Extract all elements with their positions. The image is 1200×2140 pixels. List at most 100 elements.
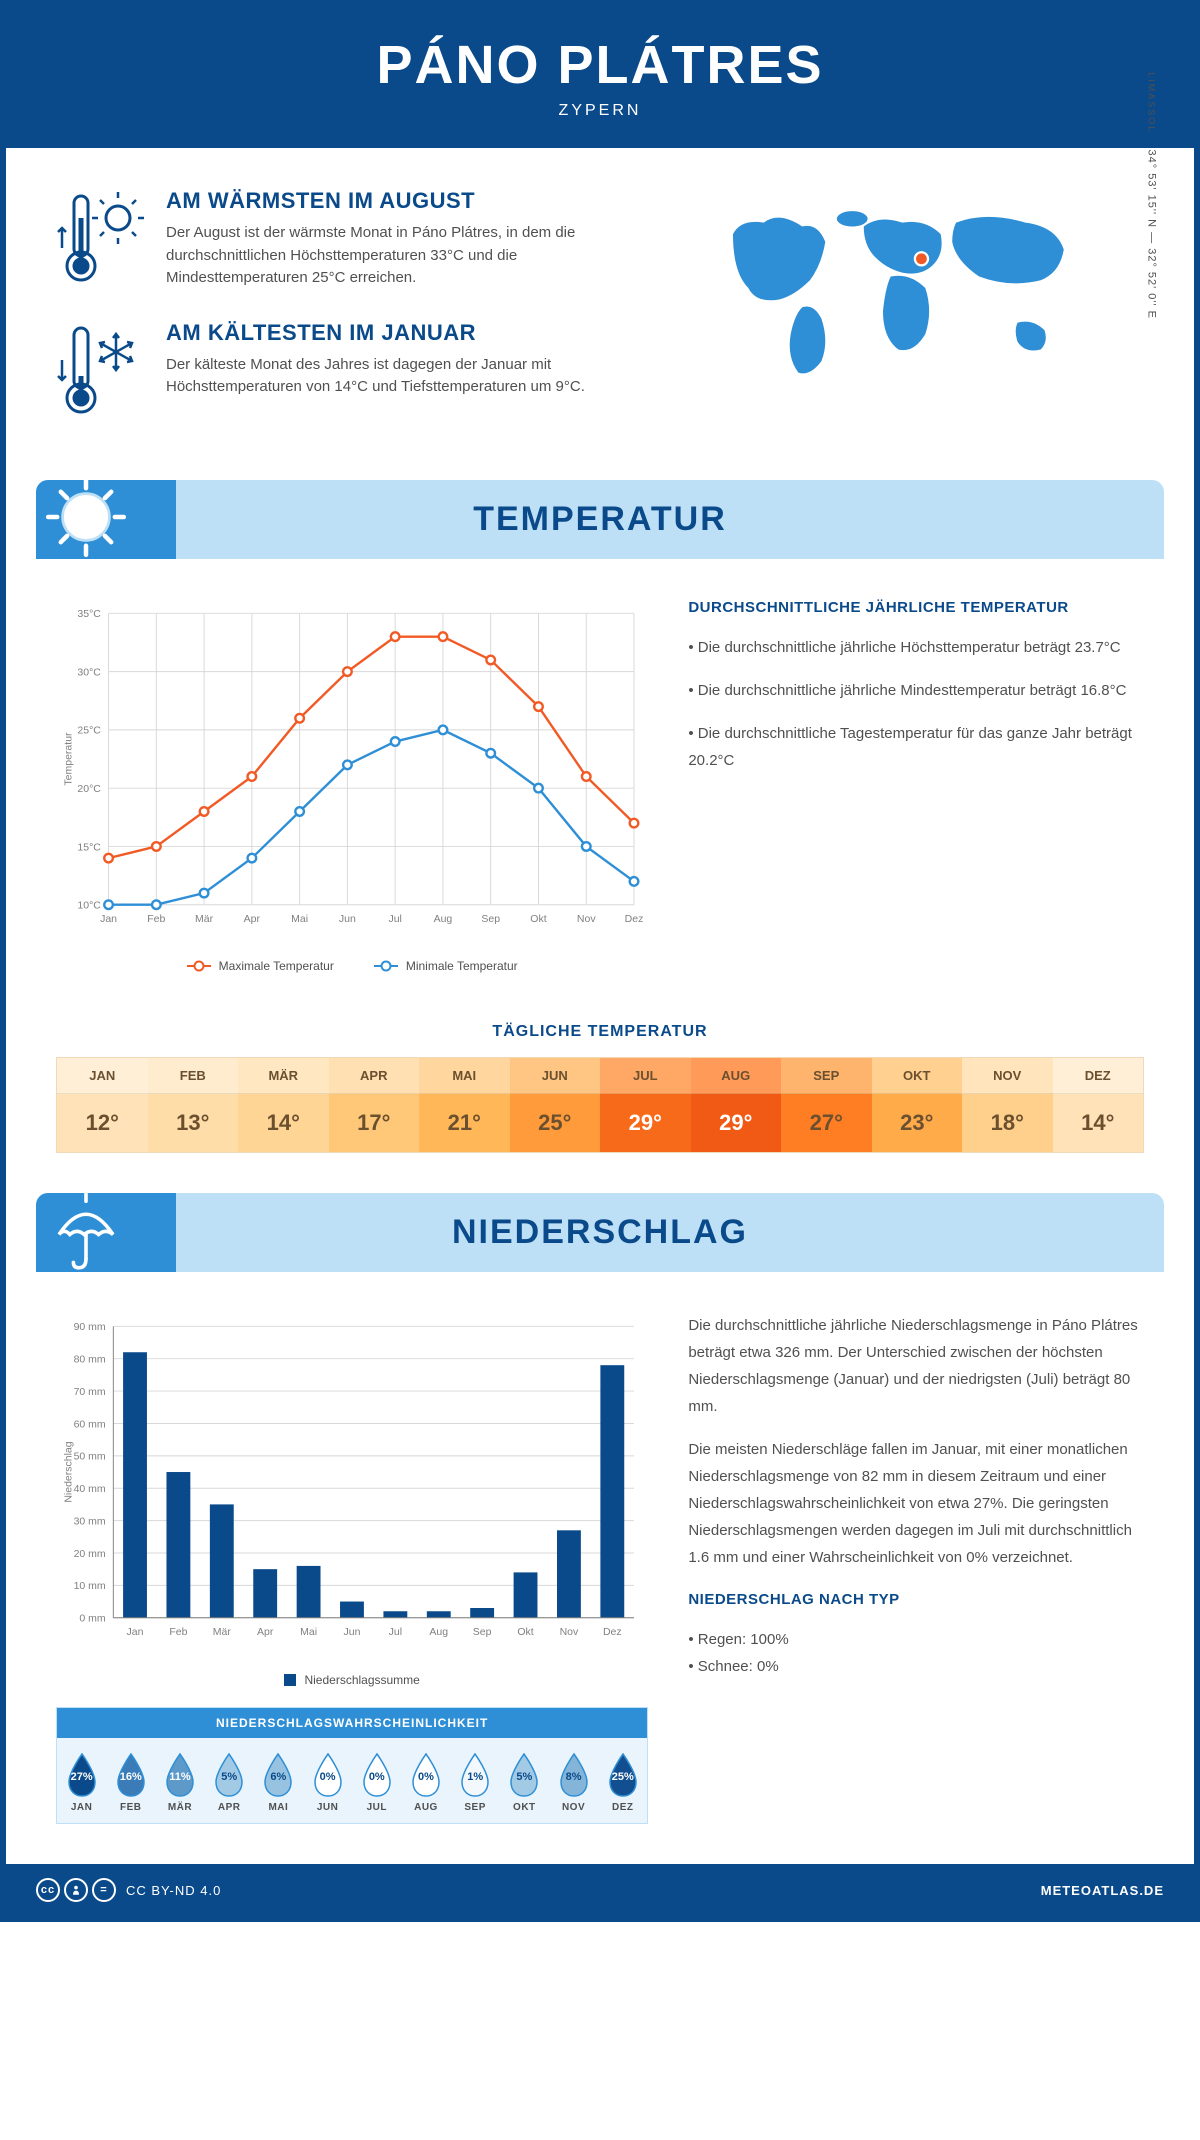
daily-temp-title: TÄGLICHE TEMPERATUR	[6, 1023, 1194, 1041]
svg-text:Jul: Jul	[389, 1626, 402, 1638]
svg-text:80 mm: 80 mm	[74, 1354, 106, 1366]
svg-text:Feb: Feb	[147, 912, 165, 924]
svg-text:35°C: 35°C	[77, 608, 101, 620]
temp-cell: FEB 13°	[148, 1058, 239, 1152]
drop-cell: 5% OKT	[500, 1738, 549, 1823]
svg-text:Mär: Mär	[195, 912, 214, 924]
temp-info-bullets: • Die durchschnittliche jährliche Höchst…	[688, 634, 1144, 774]
svg-text:Feb: Feb	[169, 1626, 187, 1638]
precip-type-title: NIEDERSCHLAG NACH TYP	[688, 1591, 1144, 1608]
svg-text:Jun: Jun	[344, 1626, 361, 1638]
precip-probability-box: NIEDERSCHLAGSWAHRSCHEINLICHKEIT 27% JAN …	[56, 1707, 648, 1824]
drop-cell: 0% JUL	[352, 1738, 401, 1823]
svg-text:Mai: Mai	[291, 912, 308, 924]
sun-icon	[41, 480, 131, 559]
temp-info-title: DURCHSCHNITTLICHE JÄHRLICHE TEMPERATUR	[688, 599, 1144, 616]
svg-text:60 mm: 60 mm	[74, 1419, 106, 1431]
warmest-block: AM WÄRMSTEN IM AUGUST Der August ist der…	[56, 188, 605, 290]
drop-cell: 16% FEB	[106, 1738, 155, 1823]
temp-cell: JAN 12°	[57, 1058, 148, 1152]
precip-type-bullets: • Regen: 100%• Schnee: 0%	[688, 1626, 1144, 1680]
world-map	[645, 188, 1144, 388]
coldest-block: AM KÄLTESTEN IM JANUAR Der kälteste Mona…	[56, 320, 605, 420]
precipitation-chart: 0 mm 10 mm 20 mm 30 mm 40 mm 50 mm 60 mm 70 mm 8…	[56, 1312, 648, 1656]
thermometer-cold-icon	[56, 320, 146, 420]
temp-cell: SEP 27°	[781, 1058, 872, 1152]
daily-temp-grid: JAN 12° FEB 13° MÄR 14° APR 17° MAI 21° …	[56, 1057, 1144, 1153]
svg-text:20 mm: 20 mm	[74, 1548, 106, 1560]
umbrella-icon	[41, 1193, 131, 1272]
svg-text:10°C: 10°C	[77, 899, 101, 911]
svg-text:Jun: Jun	[339, 912, 356, 924]
drop-cell: 27% JAN	[57, 1738, 106, 1823]
svg-text:50 mm: 50 mm	[74, 1451, 106, 1463]
coldest-text: Der kälteste Monat des Jahres ist dagege…	[166, 354, 605, 399]
page-title: PÁNO PLÁTRES	[26, 34, 1174, 96]
temp-cell: MAI 21°	[419, 1058, 510, 1152]
svg-text:Apr: Apr	[244, 912, 261, 924]
svg-text:25°C: 25°C	[77, 724, 101, 736]
temperature-chart: 10°C 15°C 20°C 25°C 30°C 35°C Jan Feb Mär Apr Mai J…	[56, 599, 648, 974]
temp-cell: OKT 23°	[872, 1058, 963, 1152]
license-text: CC BY-ND 4.0	[126, 1883, 221, 1898]
svg-text:90 mm: 90 mm	[74, 1322, 106, 1334]
svg-text:Nov: Nov	[560, 1626, 579, 1638]
svg-text:30°C: 30°C	[77, 666, 101, 678]
precip-section-header: NIEDERSCHLAG	[36, 1193, 1164, 1272]
svg-text:Niederschlag: Niederschlag	[62, 1442, 74, 1503]
svg-text:10 mm: 10 mm	[74, 1581, 106, 1593]
temp-cell: JUN 25°	[510, 1058, 601, 1152]
svg-text:0 mm: 0 mm	[79, 1613, 106, 1625]
svg-text:20°C: 20°C	[77, 782, 101, 794]
svg-text:Aug: Aug	[434, 912, 453, 924]
svg-text:70 mm: 70 mm	[74, 1386, 106, 1398]
svg-text:40 mm: 40 mm	[74, 1483, 106, 1495]
drop-cell: 0% AUG	[401, 1738, 450, 1823]
svg-text:Nov: Nov	[577, 912, 596, 924]
drop-cell: 0% JUN	[303, 1738, 352, 1823]
precip-info-text: Die durchschnittliche jährliche Niedersc…	[688, 1312, 1144, 1571]
warmest-text: Der August ist der wärmste Monat in Páno…	[166, 222, 605, 290]
svg-text:30 mm: 30 mm	[74, 1516, 106, 1528]
legend-max: Maximale Temperatur	[187, 959, 334, 973]
svg-text:Apr: Apr	[257, 1626, 274, 1638]
header: PÁNO PLÁTRES ZYPERN	[6, 6, 1194, 148]
temp-cell: DEZ 14°	[1053, 1058, 1144, 1152]
legend-precip: Niederschlagssumme	[284, 1673, 419, 1687]
svg-text:Dez: Dez	[603, 1626, 622, 1638]
legend-min: Minimale Temperatur	[374, 959, 518, 973]
footer: cc = CC BY-ND 4.0 METEOATLAS.DE	[6, 1864, 1194, 1916]
svg-text:Aug: Aug	[429, 1626, 448, 1638]
svg-text:Jan: Jan	[127, 1626, 144, 1638]
temp-cell: MÄR 14°	[238, 1058, 329, 1152]
drop-cell: 1% SEP	[451, 1738, 500, 1823]
drop-cell: 11% MÄR	[155, 1738, 204, 1823]
cc-icons: cc =	[36, 1878, 116, 1902]
drop-cell: 8% NOV	[549, 1738, 598, 1823]
svg-text:Okt: Okt	[517, 1626, 533, 1638]
svg-text:Mär: Mär	[213, 1626, 232, 1638]
svg-text:Dez: Dez	[625, 912, 644, 924]
temp-cell: JUL 29°	[600, 1058, 691, 1152]
site-name: METEOATLAS.DE	[1041, 1883, 1164, 1898]
svg-text:Mai: Mai	[300, 1626, 317, 1638]
drop-cell: 25% DEZ	[598, 1738, 647, 1823]
svg-text:Temperatur: Temperatur	[62, 731, 74, 785]
page-subtitle: ZYPERN	[26, 102, 1174, 120]
drop-cell: 5% APR	[205, 1738, 254, 1823]
warmest-title: AM WÄRMSTEN IM AUGUST	[166, 188, 605, 214]
svg-text:15°C: 15°C	[77, 841, 101, 853]
svg-text:Okt: Okt	[530, 912, 546, 924]
coordinates: LIMASSOL 34° 53' 15'' N — 32° 52' 0'' E	[1146, 72, 1158, 319]
svg-text:Sep: Sep	[481, 912, 500, 924]
svg-text:Sep: Sep	[473, 1626, 492, 1638]
temp-cell: AUG 29°	[691, 1058, 782, 1152]
temp-cell: APR 17°	[329, 1058, 420, 1152]
svg-text:Jan: Jan	[100, 912, 117, 924]
thermometer-hot-icon	[56, 188, 146, 288]
svg-text:Jul: Jul	[388, 912, 401, 924]
drop-cell: 6% MAI	[254, 1738, 303, 1823]
temperature-section-header: TEMPERATUR	[36, 480, 1164, 559]
coldest-title: AM KÄLTESTEN IM JANUAR	[166, 320, 605, 346]
temp-cell: NOV 18°	[962, 1058, 1053, 1152]
